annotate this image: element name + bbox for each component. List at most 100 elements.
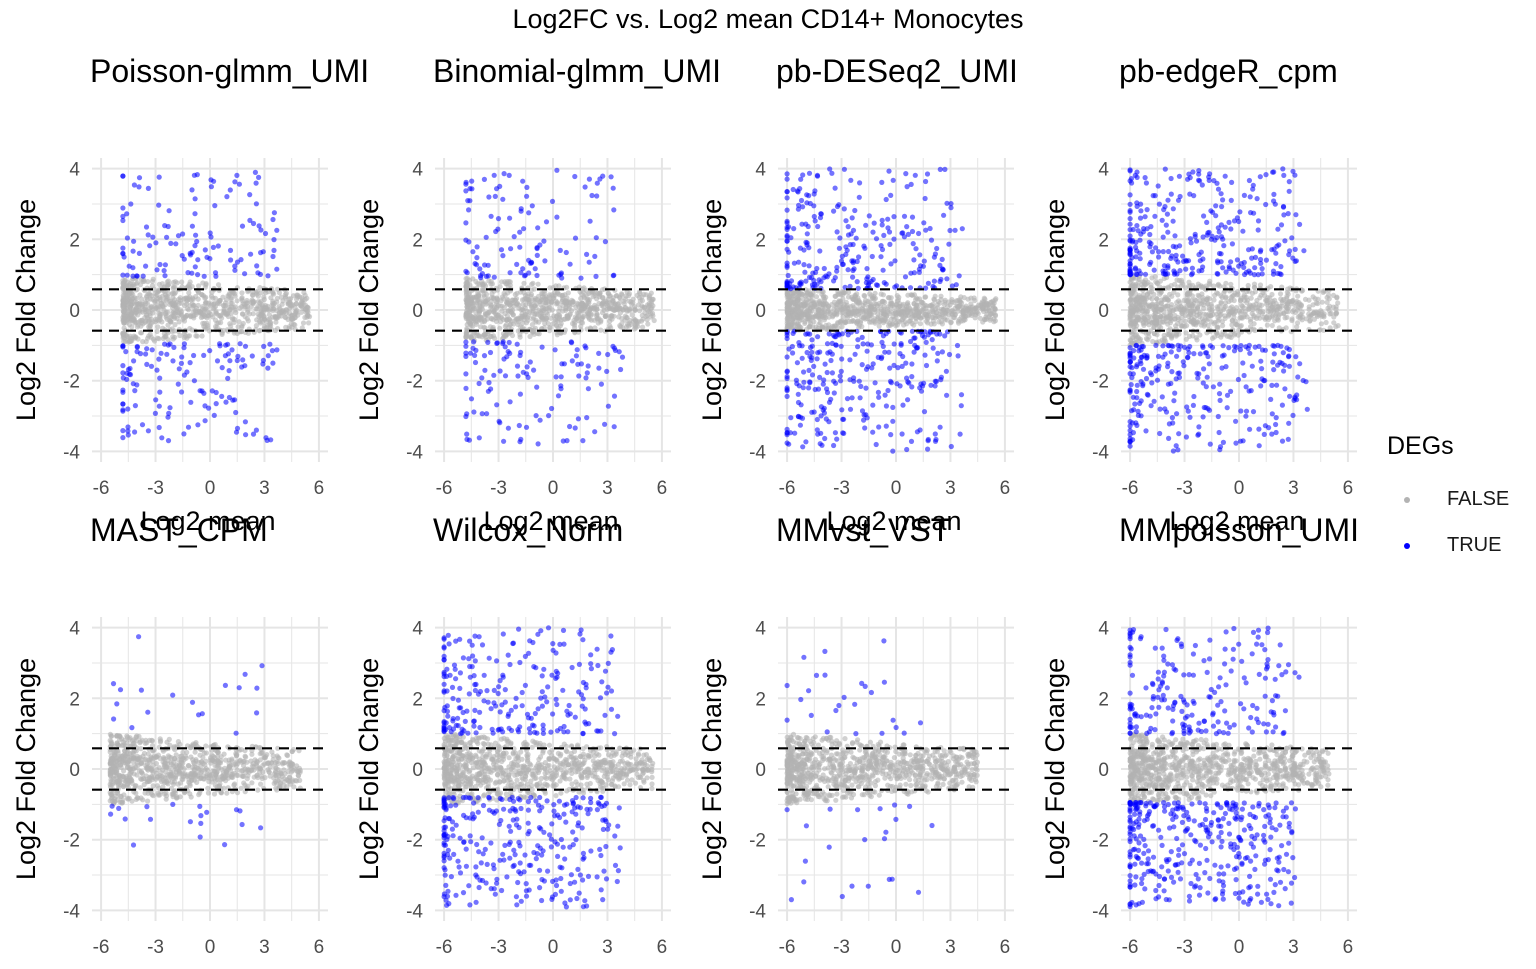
- point-true: [822, 436, 827, 441]
- point-false: [597, 292, 602, 297]
- point-true: [538, 418, 543, 423]
- point-true: [138, 351, 143, 356]
- point-true: [888, 261, 893, 266]
- point-true: [937, 279, 942, 284]
- point-false: [129, 324, 134, 329]
- point-true: [909, 439, 914, 444]
- point-true: [848, 284, 853, 289]
- point-false: [465, 301, 470, 306]
- point-true: [801, 262, 806, 267]
- point-false: [204, 315, 209, 320]
- point-false: [1215, 333, 1220, 338]
- point-true: [880, 218, 885, 223]
- point-true: [799, 198, 804, 203]
- point-true: [1177, 174, 1182, 179]
- point-true: [224, 194, 229, 199]
- point-false: [639, 303, 644, 308]
- point-true: [526, 375, 531, 380]
- point-true: [255, 270, 260, 275]
- point-true: [1128, 216, 1133, 221]
- point-true: [785, 177, 790, 182]
- point-true: [854, 236, 859, 241]
- point-true: [946, 242, 951, 247]
- point-false: [533, 318, 538, 323]
- point-false: [594, 304, 599, 309]
- points-false: [120, 275, 312, 344]
- point-true: [1263, 172, 1268, 177]
- point-true: [132, 429, 137, 434]
- point-true: [592, 429, 597, 434]
- point-true: [850, 275, 855, 280]
- point-false: [1278, 291, 1283, 296]
- point-false: [1137, 277, 1142, 282]
- point-true: [137, 251, 142, 256]
- point-true: [568, 262, 573, 267]
- point-false: [273, 315, 278, 320]
- point-true: [887, 366, 892, 371]
- point-false: [924, 319, 929, 324]
- point-true: [1180, 254, 1185, 259]
- y-tick-label: -2: [63, 372, 80, 393]
- point-true: [1287, 189, 1292, 194]
- point-false: [220, 295, 225, 300]
- point-true: [526, 210, 531, 215]
- point-true: [871, 361, 876, 366]
- point-true: [209, 184, 214, 189]
- point-false: [594, 311, 599, 316]
- point-true: [559, 361, 564, 366]
- point-false: [1325, 300, 1330, 305]
- point-true: [583, 345, 588, 350]
- point-false: [1213, 320, 1218, 325]
- point-false: [1186, 283, 1191, 288]
- point-true: [524, 194, 529, 199]
- point-false: [580, 314, 585, 319]
- point-true: [141, 274, 146, 279]
- point-false: [585, 310, 590, 315]
- point-true: [132, 388, 137, 393]
- point-true: [254, 263, 259, 268]
- point-true: [940, 349, 945, 354]
- x-tick-label: 3: [602, 478, 613, 499]
- point-true: [223, 353, 228, 358]
- point-false: [1194, 337, 1199, 342]
- point-true: [229, 347, 234, 352]
- point-true: [498, 368, 503, 373]
- point-false: [289, 321, 294, 326]
- point-false: [475, 290, 480, 295]
- point-false: [814, 294, 819, 299]
- point-true: [263, 231, 268, 236]
- point-false: [179, 279, 184, 284]
- x-tick-label: -3: [1176, 478, 1193, 499]
- point-false: [144, 313, 149, 318]
- point-true: [840, 262, 845, 267]
- point-true: [785, 394, 790, 399]
- point-false: [515, 301, 520, 306]
- point-true: [1273, 251, 1278, 256]
- point-true: [162, 342, 167, 347]
- point-true: [861, 244, 866, 249]
- point-true: [272, 210, 277, 215]
- point-true: [137, 175, 142, 180]
- point-true: [195, 172, 200, 177]
- point-true: [855, 337, 860, 342]
- point-true: [1147, 244, 1152, 249]
- point-true: [924, 363, 929, 368]
- point-true: [811, 364, 816, 369]
- point-true: [486, 389, 491, 394]
- point-true: [800, 204, 805, 209]
- point-false: [904, 313, 909, 318]
- point-true: [131, 381, 136, 386]
- point-true: [795, 360, 800, 365]
- point-false: [1214, 325, 1219, 330]
- point-false: [903, 319, 908, 324]
- point-false: [290, 316, 295, 321]
- point-false: [1233, 308, 1238, 313]
- point-false: [820, 325, 825, 330]
- point-true: [128, 201, 133, 206]
- point-false: [935, 302, 940, 307]
- point-false: [1275, 307, 1280, 312]
- point-false: [1234, 322, 1239, 327]
- point-false: [1216, 282, 1221, 287]
- point-true: [921, 220, 926, 225]
